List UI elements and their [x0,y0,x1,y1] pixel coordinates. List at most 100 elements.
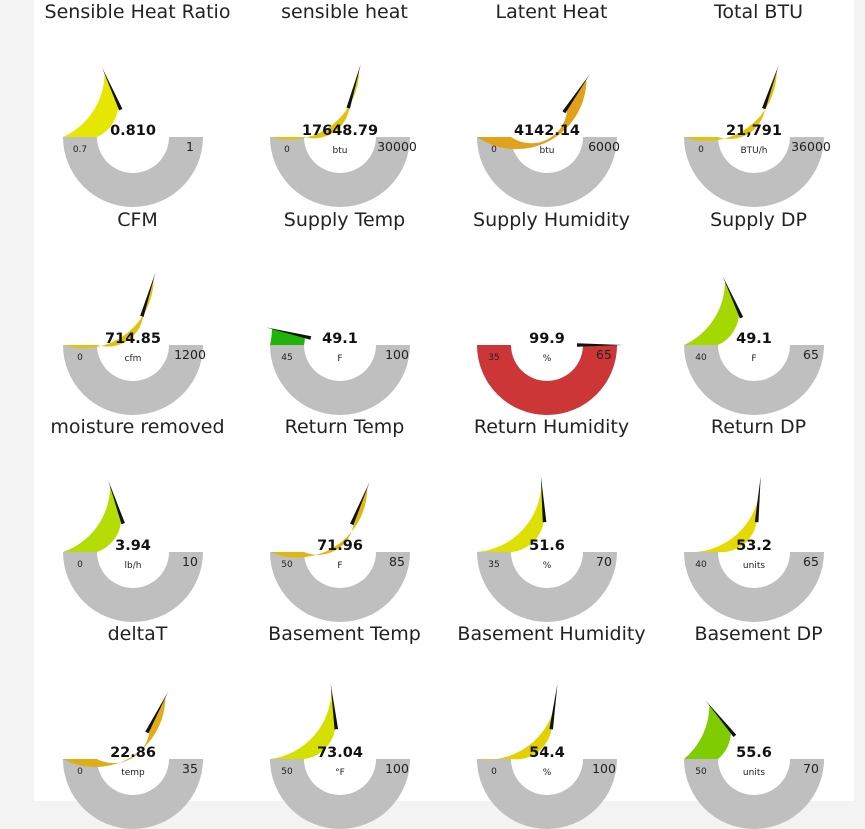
gauge-dial: 55.6 units 50 70 [684,700,824,829]
gauge-value: 53.2 [736,538,772,554]
gauge-unit: % [543,768,552,778]
gauge-fill [63,73,119,137]
gauge-dial: 49.1 F 40 65 [684,275,824,415]
gauge-needle [722,275,744,319]
gauge-needle [266,327,312,340]
gauge-card: Basement Humidity 54.4% 0 100 [448,622,655,829]
gauge-dial: 99.9% 35 65 [477,331,623,415]
gauge-min-label: 0 [77,767,83,777]
gauge-track [63,345,203,415]
gauge-card: Return Humidity 51.6% 35 70 [448,415,655,622]
gauge-track [684,345,824,415]
gauge-min-label: 0 [491,767,497,777]
gauge-max-label: 100 [385,761,409,776]
gauge-min-label: 0 [698,145,704,155]
gauge-unit: lb/h [125,561,142,571]
gauge-unit: °F [335,768,345,778]
gauge-value: 54.4 [529,745,565,761]
gauge-value: 99.9 [529,331,565,347]
gauge-track [270,552,410,622]
gauge-title: Sensible Heat Ratio [44,1,231,23]
gauge-dial: 71.96 F 50 85 [270,482,410,622]
gauge-max-label: 30000 [377,139,417,154]
gauge-dial: 21,791 BTU/h 0 36000 [684,65,831,207]
gauge-needle [145,691,169,734]
gauge-needle [540,476,547,523]
gauge-dial: 0.810 0.7 1 [63,67,203,207]
gauge-card: Sensible Heat Ratio 0.810 0.7 1 [34,0,241,207]
gauge-min-label: 35 [488,560,499,570]
gauge-max-label: 100 [592,761,616,776]
gauge-track [63,552,203,622]
gauge-title: Return Temp [284,416,405,438]
gauge-value: 21,791 [726,123,782,139]
gauge-unit: F [337,354,342,364]
gauge-dial: 49.1 F 45 100 [266,327,410,415]
gauge-max-label: 70 [803,761,819,776]
gauge-needle [108,480,125,525]
gauge-dial: 3.94 lb/h 0 10 [63,480,203,622]
gauge-fill [63,485,122,552]
gauge-needle [549,683,558,730]
gauge-min-label: 45 [281,353,292,363]
gauge-min-label: 0 [284,145,290,155]
gauge-min-label: 0 [77,560,83,570]
gauge-dashboard: Sensible Heat Ratio 0.810 0.7 1 sensible hea… [34,0,854,829]
gauge-value: 4142.14 [514,123,580,139]
gauge-max-label: 1200 [174,347,206,362]
gauge-unit: temp [121,768,145,778]
gauge-card: CFM 714.85 cfm 0 1200 [34,208,241,415]
gauge-unit: F [337,561,342,571]
gauge-card: Supply DP 49.1 F 40 65 [655,208,862,415]
gauge-title: Basement Humidity [457,623,646,645]
gauge-min-label: 0 [491,145,497,155]
gauge-title: Return DP [710,416,807,438]
gauge-title: Supply Temp [283,209,406,231]
gauge-min-label: 0.7 [73,145,87,155]
gauge-max-label: 70 [596,554,612,569]
gauge-card: moisture removed 3.94 lb/h 0 10 [34,415,241,622]
gauge-track [477,137,617,207]
gauge-min-label: 50 [281,560,293,570]
gauge-title: deltaT [107,623,168,645]
gauge-value: 17648.79 [302,123,378,139]
gauge-unit: units [743,768,765,778]
gauge-fill [684,705,732,759]
gauge-needle [102,67,123,111]
gauge-title: CFM [117,209,158,231]
gauge-fill [684,482,761,553]
gauge-title: Basement DP [694,623,823,645]
gauge-value: 71.96 [317,538,363,554]
gauge-max-label: 1 [186,139,194,154]
gauge-dial: 53.2 units 40 65 [684,476,824,622]
gauge-dial: 54.4% 0 100 [477,683,617,829]
gauge-fill [477,345,617,415]
gauge-min-label: 40 [695,560,707,570]
gauge-fill [270,689,336,759]
gauge-card: sensible heat 17648.79 btu 0 30000 [241,0,448,207]
gauge-max-label: 85 [389,554,405,569]
gauge-fill [63,696,166,767]
gauge-unit: btu [333,146,348,156]
gauge-title: Return Humidity [473,416,630,438]
gauge-max-label: 36000 [791,139,831,154]
gauge-value: 51.6 [529,538,565,554]
gauge-title: Total BTU [714,1,803,23]
gauge-unit: cfm [125,354,142,364]
gauge-unit: units [743,561,765,571]
gauge-value: 49.1 [322,331,358,347]
gauge-title: Supply Humidity [473,209,630,231]
gauge-card: Latent Heat 4142.14 btu 0 6000 [448,0,655,207]
gauge-min-label: 35 [488,353,499,363]
gauge-unit: F [751,354,756,364]
gauge-title: moisture removed [50,416,225,438]
gauge-value: 714.85 [105,331,161,347]
gauge-unit: % [543,561,552,571]
gauge-max-label: 10 [182,554,198,569]
gauge-min-label: 40 [695,353,707,363]
gauge-card: Supply Temp 49.1 F 45 100 [241,208,448,415]
gauge-fill [270,328,305,345]
gauge-value: 3.94 [115,538,151,554]
gauge-value: 0.810 [110,123,156,139]
gauge-max-label: 100 [385,347,409,362]
